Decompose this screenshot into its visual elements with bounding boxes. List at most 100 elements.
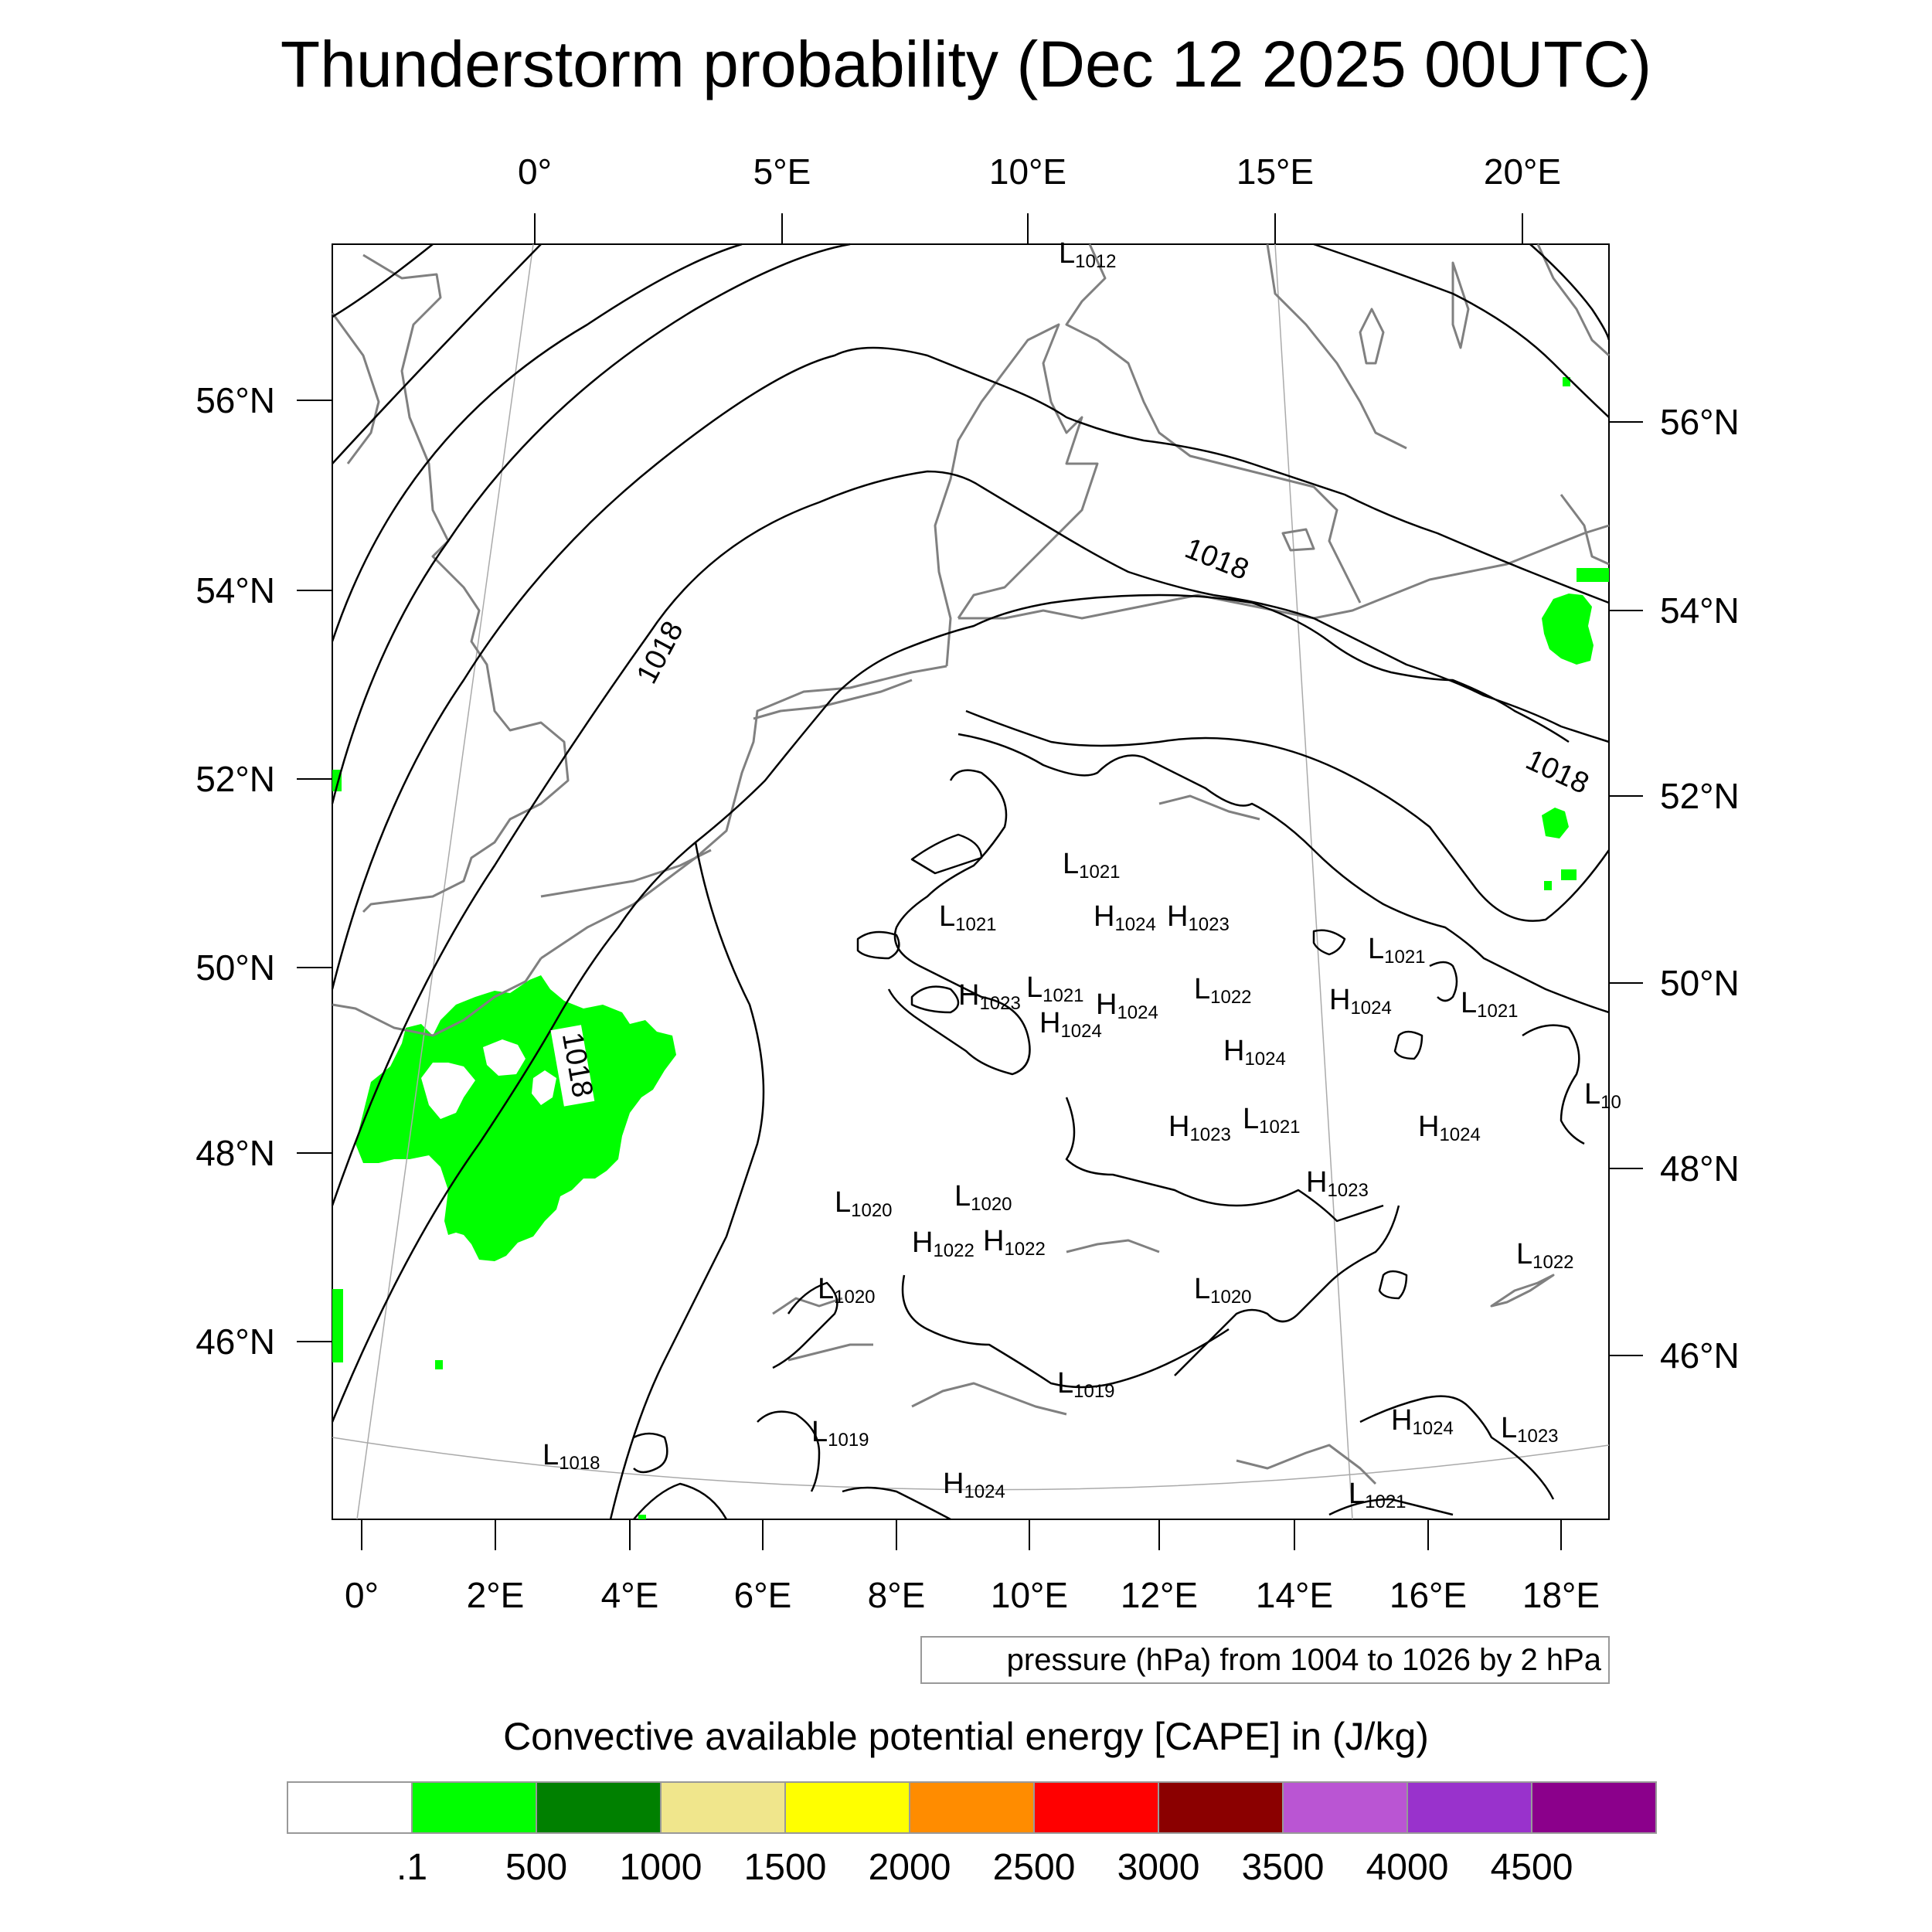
left-axis	[297, 400, 332, 1342]
bottom-axis-label: 14°E	[1256, 1575, 1333, 1615]
pressure-center: L1021	[1026, 971, 1084, 1006]
top-axis-label: 15°E	[1236, 151, 1314, 192]
cape-gap-1	[421, 1063, 475, 1119]
colorbar-labels: .1 500 1000 1500 2000 2500 3000 3500 4000 4500	[396, 1847, 1573, 1888]
right-axis	[1609, 421, 1643, 1356]
coast-baltic-south	[958, 524, 1610, 620]
colorbar-label: 3500	[1242, 1847, 1325, 1888]
isobar-loop-10	[910, 985, 960, 1014]
pressure-center: H1022	[912, 1226, 975, 1261]
cape-area-left-3	[435, 1360, 443, 1369]
border-austria	[1066, 1239, 1160, 1253]
pressure-center: L10	[1584, 1078, 1621, 1113]
pressure-center: L1023	[1501, 1412, 1559, 1447]
colorbar-box	[536, 1781, 662, 1834]
pressure-center: H1024	[1096, 988, 1158, 1023]
coast-sweden	[1065, 243, 1362, 604]
cape-area-east-4	[1563, 377, 1570, 386]
colorbar-boxes	[287, 1781, 1657, 1834]
pressure-center: L1021	[1461, 987, 1519, 1022]
pressure-center: H1024	[1094, 900, 1156, 935]
isobar-loop-1	[887, 769, 1031, 1076]
bottom-axis-label: 0°	[345, 1575, 379, 1615]
isobar-loop-18	[1429, 961, 1458, 1002]
right-axis-label: 56°N	[1660, 402, 1740, 442]
colorbar-box	[1406, 1781, 1532, 1834]
cape-areas	[332, 377, 1609, 1519]
isobar-loop-19	[1312, 929, 1346, 956]
pressure-center: H1023	[1306, 1166, 1369, 1201]
pressure-center: H1023	[1167, 900, 1230, 935]
pressure-center: L1019	[811, 1416, 869, 1451]
isobar-c	[331, 243, 743, 642]
colorbar-title: Convective available potential energy [C…	[503, 1715, 1429, 1758]
left-axis-label: 52°N	[196, 759, 275, 799]
pressure-center: H1024	[1039, 1007, 1102, 1042]
coast-bornholm	[1281, 528, 1315, 552]
colorbar-label: 3000	[1117, 1847, 1200, 1888]
bottom-axis-label: 16°E	[1389, 1575, 1467, 1615]
left-axis-label: 56°N	[196, 380, 275, 420]
coast-frisian	[753, 679, 913, 720]
left-axis-label: 54°N	[196, 570, 275, 611]
pressure-center: L1020	[818, 1273, 876, 1308]
bottom-axis-label: 10°E	[991, 1575, 1068, 1615]
bottom-axis-label: 4°E	[601, 1575, 659, 1615]
isobar-label-2: 1018	[1173, 532, 1257, 593]
colorbar-label: .1	[396, 1847, 427, 1888]
coast-uk-west	[331, 312, 380, 464]
cape-area-poland	[1542, 594, 1594, 665]
cape-area-south	[638, 1515, 646, 1519]
isobar-loop-11	[1328, 1498, 1454, 1516]
colorbar-label: 1000	[620, 1847, 702, 1888]
isobar-loop-13	[633, 1482, 728, 1520]
cape-area-east-2	[1561, 869, 1577, 880]
right-axis-label: 48°N	[1660, 1148, 1740, 1189]
isobar-label-bg	[1173, 535, 1257, 593]
pressure-centers: L1012 L1021 L1021 H1024 H1023 L1021 H102…	[543, 237, 1621, 1512]
meridian-15e	[1274, 243, 1353, 1520]
coast-baltic-east	[1560, 494, 1610, 566]
pressure-center: H1023	[1168, 1111, 1231, 1145]
bottom-axis	[361, 1519, 1562, 1550]
top-axis	[534, 213, 1523, 244]
bottom-axis-label: 6°E	[734, 1575, 792, 1615]
top-axis-label: 5°E	[753, 151, 811, 192]
right-axis-label: 54°N	[1660, 590, 1740, 631]
isobar-label-bg	[1513, 746, 1597, 807]
colorbar-label: 500	[505, 1847, 567, 1888]
coast-denmark	[934, 323, 1099, 667]
isobar-f	[331, 470, 1610, 1206]
isobar-loop-12	[842, 1486, 951, 1521]
cape-gap-3	[532, 1070, 556, 1105]
isobar-b	[332, 243, 542, 464]
pressure-center: L1021	[1243, 1103, 1301, 1138]
pressure-center: L1018	[543, 1439, 600, 1474]
coast-adriatic	[1236, 1444, 1377, 1485]
coast-oland	[1451, 261, 1470, 349]
border-alps	[911, 1382, 1067, 1416]
isobars	[331, 243, 1611, 1521]
pressure-center: H1024	[943, 1468, 1005, 1502]
right-axis-label: 46°N	[1660, 1335, 1740, 1376]
right-axis-label: 52°N	[1660, 776, 1740, 816]
right-axis-label: 50°N	[1660, 963, 1740, 1003]
left-axis-label: 50°N	[196, 947, 275, 988]
pressure-center: L1022	[1516, 1238, 1574, 1273]
pressure-center: H1024	[1391, 1404, 1454, 1439]
pressure-center: L1021	[1063, 848, 1121, 883]
cape-area-poland-2	[1577, 568, 1609, 582]
top-axis-label: 20°E	[1484, 151, 1561, 192]
pressure-center: H1024	[1223, 1035, 1286, 1070]
graticule	[332, 243, 1610, 1520]
contour-info-frame	[920, 1636, 1610, 1684]
isobar-a	[332, 243, 434, 318]
bottom-axis-label: 18°E	[1522, 1575, 1600, 1615]
parallel-45n	[332, 1437, 1610, 1491]
border-1	[540, 849, 712, 898]
isobar-south	[609, 842, 765, 1520]
colorbar: Convective available potential energy [C…	[287, 1715, 1657, 1888]
colorbar-box	[909, 1781, 1035, 1834]
pressure-center: H1022	[983, 1225, 1046, 1260]
